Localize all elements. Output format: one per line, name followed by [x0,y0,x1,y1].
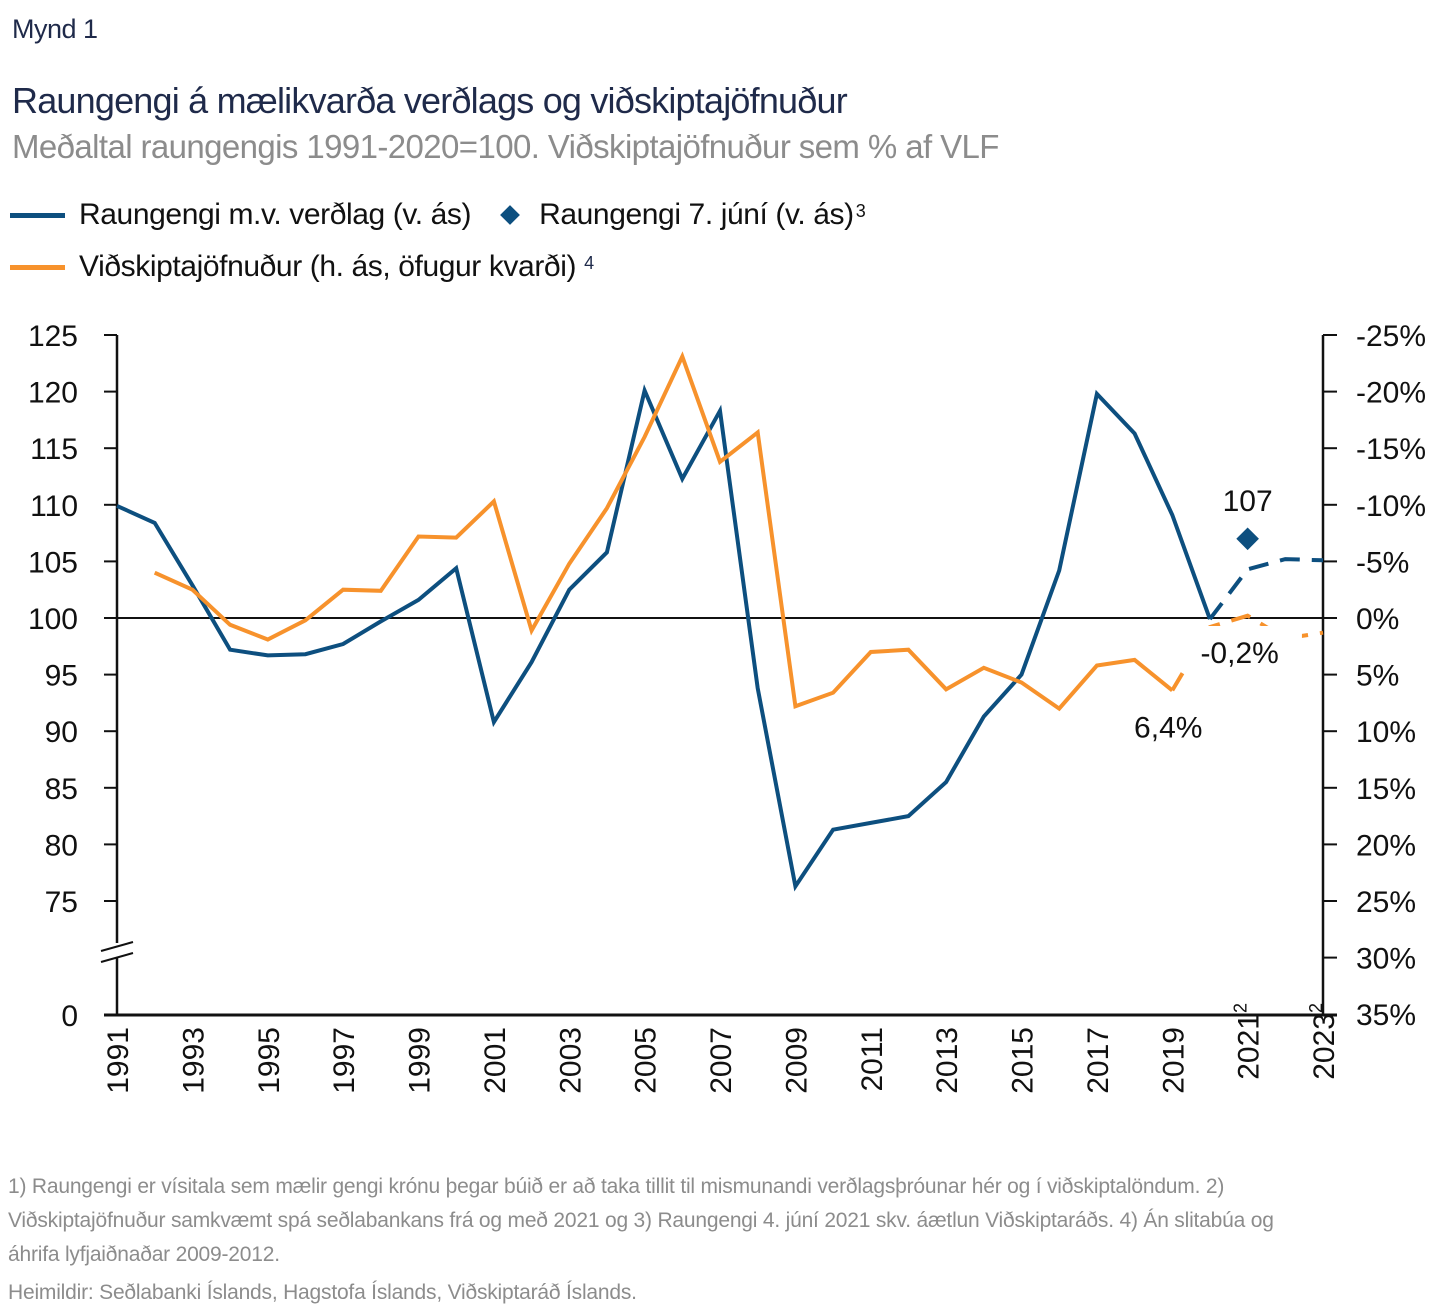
right-tick-label: -20% [1356,377,1426,410]
figure-label: Mynd 1 [12,14,98,44]
legend-line-icon-orange [10,264,65,270]
x-tick-label: 20212 [1231,1003,1266,1080]
x-tick-label-group: 2007 [705,1027,738,1094]
x-tick-label-group: 2017 [1082,1027,1115,1094]
x-tick-label-group: 2019 [1157,1027,1190,1094]
right-tick-label: 5% [1356,660,1399,693]
legend-row-2: Viðskiptajöfnuður (h. ás, öfugur kvarði)… [10,250,594,284]
left-tick-label: 85 [45,773,78,806]
right-tick-label: 20% [1356,829,1416,862]
right-tick-label: 10% [1356,716,1416,749]
footnote: 1) Raungengi er vísitala sem mælir gengi… [8,1175,1274,1266]
x-tick-label: 2009 [780,1027,813,1094]
x-tick-label: 2017 [1082,1027,1115,1094]
x-tick-label-group: 1999 [404,1027,437,1094]
raungengi-forecast-line [1208,557,1324,621]
right-tick-label: 35% [1356,999,1416,1032]
right-tick-label: 30% [1356,943,1416,976]
left-tick-label: 110 [30,490,78,523]
right-tick-label: 0% [1356,603,1399,636]
x-tick-label: 2019 [1157,1027,1190,1094]
left-tick-label: 100 [28,603,78,636]
x-tick-label: 1993 [177,1027,210,1094]
legend-line-icon-blue [10,212,65,218]
left-tick-label: 125 [28,320,78,353]
right-tick-label: -15% [1356,433,1426,466]
chart-title: Raungengi á mælikvarða verðlags og viðsk… [12,80,848,121]
left-tick-label: 80 [45,829,78,862]
x-tick-label: 2007 [705,1027,738,1094]
axis-break-mark [100,941,134,952]
x-tick-label: 1995 [253,1027,286,1094]
chart-subtitle: Meðaltal raungengis 1991-2020=100. Viðsk… [12,128,999,165]
x-tick-label-group: 2013 [931,1027,964,1094]
diamond-value-label: 107 [1223,485,1273,518]
x-tick-label: 1997 [328,1027,361,1094]
legend-footnote-ref-4: 4 [584,252,594,273]
left-tick-label: 115 [30,433,78,466]
axes: 125 120 115 110 105 100 95 90 85 80 75 0 -25% -20% -15… [28,320,1426,1094]
left-tick-label: 95 [45,660,78,693]
right-tick-label: -25% [1356,320,1426,353]
x-tick-label-group: 1997 [328,1027,361,1094]
x-tick-label-group: 20212 [1231,1003,1266,1080]
chart-canvas: 125 120 115 110 105 100 95 90 85 80 75 0 -25% -20% -15… [28,320,1426,1094]
labels-layer: 107 6,4% -0,2% [1134,485,1302,744]
x-tick-label-group: 2011 [856,1027,889,1092]
x-tick-label-group: 1991 [102,1027,135,1094]
x-tick-label: 2005 [630,1027,663,1094]
left-tick-label: 75 [45,886,78,919]
right-tick-label: 25% [1356,886,1416,919]
x-tick-label: 2015 [1007,1027,1040,1094]
annotation-2021: -0,2% [1200,637,1278,670]
right-tick-label: -5% [1356,546,1409,579]
source-note: Heimildir: Seðlabanki Íslands, Hagstofa … [8,1281,637,1304]
x-tick-label-group: 2003 [554,1027,587,1094]
x-tick-label: 20232 [1306,1003,1341,1080]
x-tick-label: 2013 [931,1027,964,1094]
right-tick-label: -10% [1356,490,1426,523]
x-tick-label-group: 1995 [253,1027,286,1094]
legend-row-1: Raungengi m.v. verðlag (v. ás) Raungengi… [10,198,866,232]
x-tick-label: 2003 [554,1027,587,1094]
x-tick-label-group: 20232 [1306,1003,1341,1080]
x-tick-label-group: 1993 [177,1027,210,1094]
series-layer [116,351,1324,892]
legend-label-raungengi: Raungengi m.v. verðlag (v. ás) [79,198,472,231]
annotation-2019: 6,4% [1134,711,1202,744]
axis-break-mark [100,952,134,963]
annotation-bg [1181,626,1302,670]
x-tick-label-group: 2015 [1007,1027,1040,1094]
x-tick-label: 2001 [479,1027,512,1094]
left-tick-label: 105 [28,546,78,579]
x-tick-label-group: 2005 [630,1027,663,1094]
x-tick-label: 1999 [404,1027,437,1094]
x-tick-label: 2011 [856,1027,889,1092]
left-tick-label: 90 [45,716,78,749]
x-tick-label-group: 2001 [479,1027,512,1094]
x-tick-label: 1991 [102,1027,135,1094]
vidskiptajofnudur-line [153,351,1174,712]
legend-label-vidskiptajofnudur: Viðskiptajöfnuður (h. ás, öfugur kvarði) [79,250,577,283]
raungengi-line [116,384,1212,892]
raungengi-juni-diamond [1236,527,1259,551]
legend-label-raungengi-juni: Raungengi 7. júní (v. ás) [539,198,854,231]
left-tick-label: 0 [61,1000,78,1033]
left-tick-label: 120 [28,377,78,410]
right-tick-label: 15% [1356,773,1416,806]
x-tick-label-group: 2009 [780,1027,813,1094]
legend-footnote-ref-3: 3 [855,200,866,221]
